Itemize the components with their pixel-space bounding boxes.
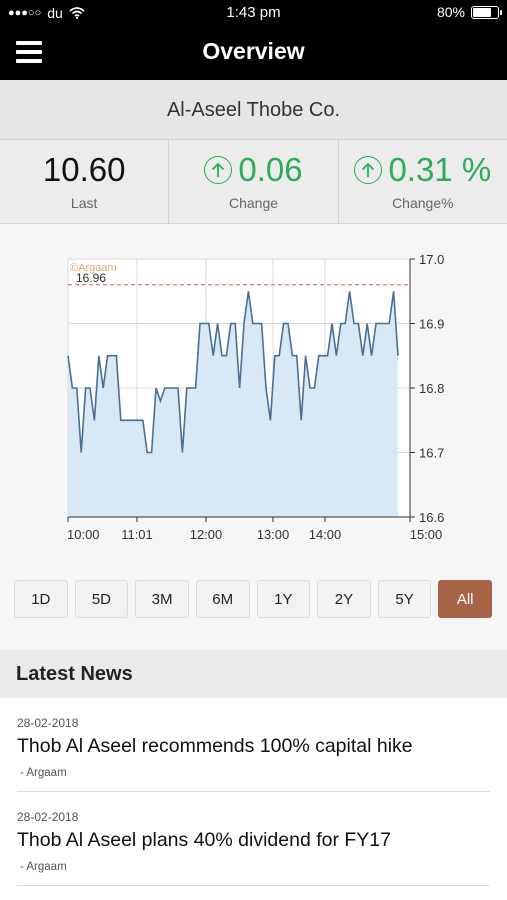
series-area [68, 291, 398, 517]
price-chart-panel: 16.96 ©Argaam 17.0 16.9 16.8 16.7 16.6 10:00 11:… [0, 224, 507, 650]
last-value: 10.60 [42, 151, 126, 188]
range-button-5d[interactable]: 5D [74, 580, 129, 618]
change-percent-row: 0.31 % [339, 150, 507, 190]
up-arrow-icon [354, 156, 383, 184]
range-button-3m[interactable]: 3M [135, 580, 189, 618]
price-chart[interactable]: 16.96©Argaam 17.0 16.9 16.8 16.7 16.6 10:00 11:… [0, 224, 507, 564]
range-button-5y[interactable]: 5Y [377, 580, 432, 618]
y-tick-label: 17.0 [419, 252, 444, 267]
change-value: 0.06 [238, 151, 303, 188]
reference-line-label: 16.96 [76, 271, 106, 285]
chart-watermark: ©Argaam [70, 262, 117, 274]
signal-strength-icon: ●●●○○ [8, 7, 42, 19]
carrier-name: du [47, 5, 63, 21]
up-arrow-icon [204, 156, 233, 184]
news-title[interactable]: Thob Al Aseel plans 40% dividend for FY1… [17, 829, 391, 851]
status-bar: ●●●○○ du 1:43 pm 80% [0, 0, 507, 26]
x-tick-label: 15:00 [410, 527, 443, 542]
x-tick-label: 13:00 [257, 527, 290, 542]
range-button-1d[interactable]: 1D [14, 580, 68, 618]
x-tick-label: 14:00 [309, 527, 342, 542]
news-list: 28-02-2018 Thob Al Aseel recommends 100%… [0, 698, 507, 886]
wifi-icon [69, 7, 85, 19]
x-tick-label: 11:01 [121, 527, 153, 542]
company-name: Al-Aseel Thobe Co. [0, 80, 507, 140]
battery-fill [473, 7, 492, 17]
change-row: 0.06 [169, 150, 337, 190]
news-item[interactable]: 28-02-2018 Thob Al Aseel recommends 100%… [17, 698, 490, 792]
news-title[interactable]: Thob Al Aseel recommends 100% capital hi… [17, 735, 413, 757]
range-button-6m[interactable]: 6M [195, 580, 250, 618]
news-date: 28-02-2018 [17, 716, 79, 730]
range-button-1y[interactable]: 1Y [256, 580, 311, 618]
change-percent-label: Change% [392, 195, 454, 211]
y-tick-label: 16.6 [419, 510, 444, 525]
battery-percent: 80% [436, 4, 465, 20]
y-tick-label: 16.9 [419, 317, 444, 332]
x-tick-label: 12:00 [190, 527, 223, 542]
change-label: Change [228, 195, 279, 211]
range-button-2y[interactable]: 2Y [317, 580, 371, 618]
last-label: Last [70, 195, 98, 211]
page-title: Overview [202, 38, 305, 64]
news-heading: Latest News [0, 650, 507, 698]
stat-change-percent: 0.31 % Change% [339, 140, 507, 223]
news-source: - Argaam [20, 767, 67, 779]
nav-bar: Overview [0, 26, 507, 80]
x-tick-label: 10:00 [67, 527, 100, 542]
y-tick-label: 16.8 [419, 381, 444, 396]
news-source: - Argaam [20, 861, 67, 873]
battery-icon [471, 5, 502, 19]
stat-change: 0.06 Change [169, 140, 339, 223]
status-right: 80% [436, 4, 502, 20]
y-tick-label: 16.7 [419, 446, 444, 461]
hamburger-menu-icon[interactable] [16, 41, 42, 63]
status-left: ●●●○○ du [8, 5, 85, 21]
news-item[interactable]: 28-02-2018 Thob Al Aseel plans 40% divid… [17, 792, 490, 886]
series-line [67, 291, 399, 454]
change-percent-value: 0.31 % [388, 151, 492, 188]
news-date: 28-02-2018 [17, 810, 79, 824]
range-selector: 1D 5D 3M 6M 1Y 2Y 5Y All [14, 580, 492, 618]
range-button-all[interactable]: All [438, 580, 492, 618]
stat-last: 10.60 Last [0, 140, 170, 223]
quote-stats: 10.60 Last 0.06 Change 0.31 % Change% [0, 140, 507, 224]
status-time: 1:43 pm [226, 4, 281, 21]
top-bar: ●●●○○ du 1:43 pm 80% Overview [0, 0, 507, 80]
